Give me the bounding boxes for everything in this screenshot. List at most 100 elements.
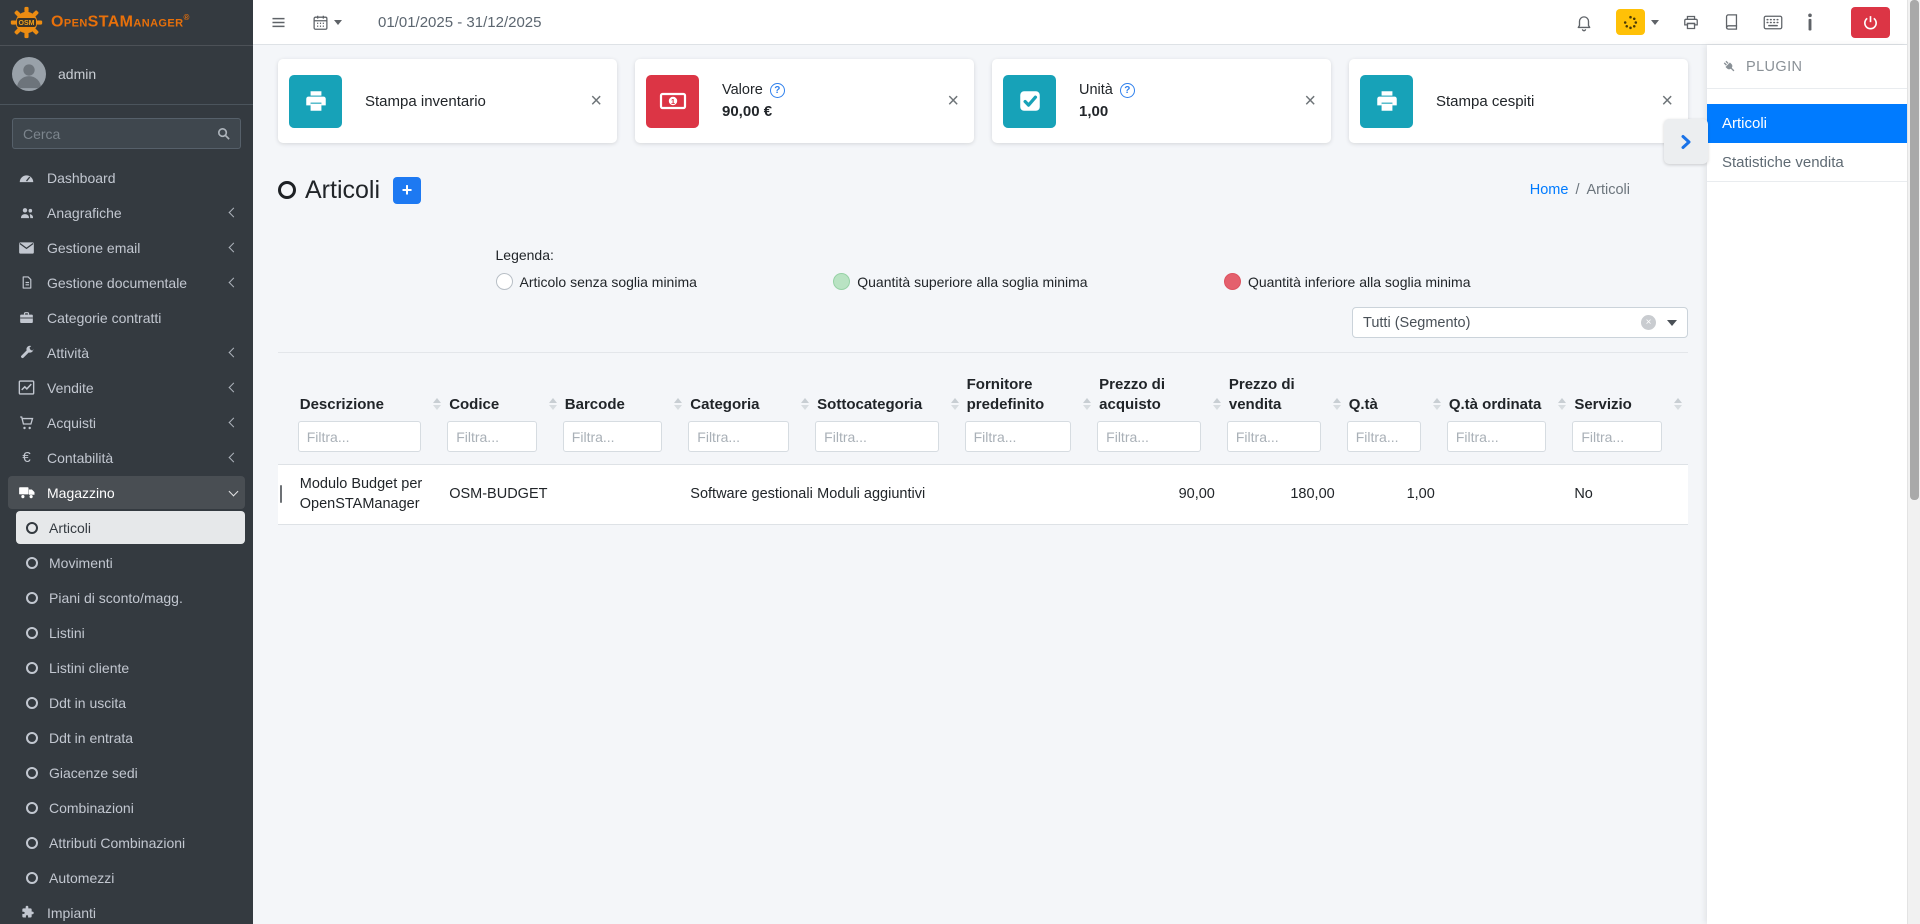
- col-sottocategoria[interactable]: Sottocategoria: [815, 355, 964, 418]
- breadcrumb-home-link[interactable]: Home: [1529, 182, 1569, 198]
- chevron-down-icon: [228, 486, 239, 496]
- col-prezzo-acquisto[interactable]: Prezzo di acquisto: [1097, 355, 1227, 418]
- sidebar-item-acquisti[interactable]: Acquisti: [8, 406, 245, 439]
- submenu-item-giacenze-sedi[interactable]: Giacenze sedi: [16, 756, 245, 789]
- col-barcode[interactable]: Barcode: [563, 355, 688, 418]
- submenu-item-combinazioni[interactable]: Combinazioni: [16, 791, 245, 824]
- table-row[interactable]: Modulo Budget per OpenSTAManager OSM-BUD…: [278, 464, 1688, 525]
- sort-icons[interactable]: [548, 398, 557, 410]
- filter-fornitore-input[interactable]: [964, 421, 1072, 452]
- submenu-item-attributi-combinazioni[interactable]: Attributi Combinazioni: [16, 826, 245, 859]
- search-input[interactable]: [12, 118, 206, 149]
- sort-icons[interactable]: [801, 398, 810, 410]
- plugin-item-statistiche-vendita[interactable]: Statistiche vendita: [1707, 143, 1907, 182]
- tasks-dropdown-button[interactable]: [1616, 9, 1659, 35]
- sort-icons[interactable]: [674, 398, 683, 410]
- col-servizio[interactable]: Servizio: [1572, 355, 1688, 418]
- filter-descrizione-input[interactable]: [297, 421, 422, 452]
- legend-label: Legenda:: [495, 247, 554, 263]
- sort-icons[interactable]: [1432, 398, 1441, 410]
- submenu-item-listini[interactable]: Listini: [16, 616, 245, 649]
- card-text: Unità ? 1,00: [1079, 82, 1135, 120]
- submenu-item-piani-sconto[interactable]: Piani di sconto/magg.: [16, 581, 245, 614]
- page-scrollbar[interactable]: [1907, 0, 1920, 924]
- filter-sottocategoria-input[interactable]: [815, 421, 939, 452]
- sort-icons[interactable]: [1212, 398, 1221, 410]
- sidebar-item-gestione-email[interactable]: Gestione email: [8, 231, 245, 264]
- filter-barcode-input[interactable]: [562, 421, 663, 452]
- submenu-item-movimenti[interactable]: Movimenti: [16, 546, 245, 579]
- filter-prezzo-vendita-input[interactable]: [1226, 421, 1321, 452]
- sort-icons[interactable]: [950, 398, 959, 410]
- main-content: Stampa inventario × 1 Valore ? 90,00 € ×: [253, 45, 1907, 924]
- cell-barcode: [563, 465, 688, 525]
- close-icon[interactable]: ×: [1304, 90, 1316, 112]
- submenu-item-ddt-uscita[interactable]: Ddt in uscita: [16, 686, 245, 719]
- plug-icon: [1719, 56, 1740, 77]
- close-icon[interactable]: ×: [947, 90, 959, 112]
- shortcuts-button[interactable]: [1763, 15, 1783, 30]
- sidebar-item-impianti[interactable]: Impianti: [8, 896, 245, 924]
- docs-button[interactable]: [1723, 13, 1740, 31]
- info-cards: Stampa inventario × 1 Valore ? 90,00 € ×: [278, 59, 1688, 143]
- col-descrizione[interactable]: Descrizione: [298, 355, 447, 418]
- col-codice[interactable]: Codice: [447, 355, 563, 418]
- print-button[interactable]: [1682, 14, 1700, 31]
- col-prezzo-vendita[interactable]: Prezzo di vendita: [1227, 355, 1347, 418]
- scrollbar-thumb[interactable]: [1910, 0, 1919, 500]
- info-icon: [1806, 13, 1814, 31]
- help-icon[interactable]: ?: [769, 82, 785, 98]
- sort-icons[interactable]: [1558, 398, 1567, 410]
- help-icon[interactable]: ?: [1119, 82, 1135, 98]
- cell-qta: 1,00: [1406, 485, 1435, 502]
- sort-icons[interactable]: [1674, 398, 1682, 410]
- plugin-item-articoli[interactable]: Articoli: [1707, 104, 1907, 143]
- submenu-item-articoli[interactable]: Articoli: [16, 511, 245, 544]
- notifications-button[interactable]: [1575, 13, 1593, 32]
- close-icon[interactable]: ×: [1661, 90, 1673, 112]
- filter-categoria-input[interactable]: [688, 421, 790, 452]
- sidebar-item-dashboard[interactable]: Dashboard: [8, 161, 245, 194]
- filter-qta-input[interactable]: [1346, 421, 1421, 452]
- close-icon[interactable]: ×: [590, 90, 602, 112]
- submenu-item-automezzi[interactable]: Automezzi: [16, 861, 245, 894]
- cell-fornitore: [965, 465, 1098, 525]
- info-button[interactable]: [1806, 13, 1814, 31]
- search-button[interactable]: [206, 118, 241, 149]
- sidebar-item-vendite[interactable]: Vendite: [8, 371, 245, 404]
- cell-categoria: Software gestionali: [690, 485, 813, 502]
- filter-servizio-input[interactable]: [1572, 421, 1662, 452]
- segment-select[interactable]: Tutti (Segmento) ×: [1352, 307, 1688, 338]
- sidebar-item-gestione-documentale[interactable]: Gestione documentale: [8, 266, 245, 299]
- add-record-button[interactable]: +: [393, 176, 422, 204]
- filter-prezzo-acquisto-input[interactable]: [1097, 421, 1201, 452]
- col-categoria[interactable]: Categoria: [688, 355, 815, 418]
- sort-icons[interactable]: [1083, 398, 1092, 410]
- sort-icons[interactable]: [1332, 398, 1341, 410]
- user-name[interactable]: admin: [58, 66, 97, 82]
- sidebar-toggle-button[interactable]: [269, 14, 288, 31]
- col-qta-ordinata[interactable]: Q.tà ordinata: [1447, 355, 1572, 418]
- sidebar-item-attivita[interactable]: Attività: [8, 336, 245, 369]
- submenu-item-ddt-entrata[interactable]: Ddt in entrata: [16, 721, 245, 754]
- sort-icons[interactable]: [433, 398, 442, 410]
- submenu-item-listini-cliente[interactable]: Listini cliente: [16, 651, 245, 684]
- clear-icon[interactable]: ×: [1641, 315, 1656, 330]
- filter-qta-ordinata-input[interactable]: [1446, 421, 1547, 452]
- date-picker-button[interactable]: [312, 14, 342, 31]
- card-stampa-inventario[interactable]: Stampa inventario ×: [278, 59, 617, 143]
- filter-codice-input[interactable]: [447, 421, 537, 452]
- hamburger-icon: [269, 14, 288, 31]
- col-qta[interactable]: Q.tà: [1347, 355, 1447, 418]
- sidebar-item-magazzino[interactable]: Magazzino: [8, 476, 245, 509]
- card-stampa-cespiti[interactable]: Stampa cespiti ×: [1349, 59, 1688, 143]
- envelope-icon: [16, 241, 37, 255]
- sidebar-item-contabilita[interactable]: € Contabilità: [8, 441, 245, 474]
- row-checkbox[interactable]: [280, 484, 282, 503]
- col-fornitore[interactable]: Fornitore predefinito: [965, 355, 1098, 418]
- brand[interactable]: OSM OpenSTAManager®: [0, 0, 253, 46]
- plugin-panel-toggle-button[interactable]: [1664, 119, 1708, 164]
- logout-button[interactable]: [1851, 6, 1890, 38]
- sidebar-item-anagrafiche[interactable]: Anagrafiche: [8, 196, 245, 229]
- sidebar-item-categorie-contratti[interactable]: Categorie contratti: [8, 301, 245, 334]
